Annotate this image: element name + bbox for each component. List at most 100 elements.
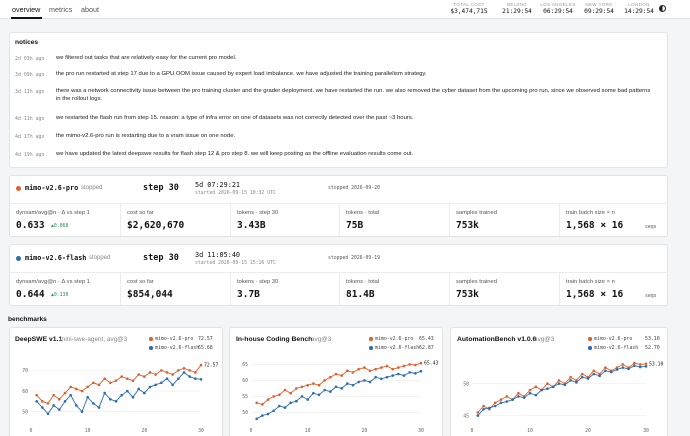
data-point: [289, 391, 292, 395]
active-tab-indicator: [11, 17, 42, 19]
data-point: [499, 398, 503, 401]
data-point: [615, 366, 619, 369]
theme-toggle-icon[interactable]: [659, 5, 666, 12]
legend-value: 65.43: [419, 336, 434, 342]
data-point: [385, 364, 389, 368]
data-point: [476, 414, 480, 417]
data-point: [131, 395, 135, 399]
data-point: [374, 367, 377, 371]
data-point: [92, 381, 95, 385]
data-point: [154, 373, 157, 376]
data-point: [517, 395, 520, 398]
data-point: [557, 382, 561, 385]
data-point: [397, 372, 400, 376]
run-card-flash[interactable]: [9, 244, 668, 306]
data-point: [540, 388, 543, 392]
notice-text: we filtered out tasks that are relativel…: [56, 55, 237, 61]
run-card-pro[interactable]: [9, 175, 668, 237]
notice-age: 4d 19h ago: [15, 152, 45, 158]
data-point: [80, 389, 84, 393]
data-point: [414, 363, 417, 367]
legend-value: 52.70: [645, 345, 660, 351]
divider: [449, 204, 450, 236]
data-point: [493, 404, 497, 408]
stat-label: TOTAL COST: [453, 2, 485, 7]
metric-label: samples trained: [456, 279, 497, 285]
data-point: [120, 375, 123, 378]
notice-age: 4d 17h ago: [15, 134, 45, 140]
data-point: [171, 373, 174, 376]
data-point: [528, 388, 532, 392]
data-point: [528, 391, 532, 395]
notice-age: 3d 09h ago: [15, 72, 45, 78]
data-point: [148, 371, 152, 374]
run-name: mimo-v2.6-pro: [25, 184, 79, 192]
tab-about[interactable]: about: [81, 5, 99, 14]
tab-metrics[interactable]: metrics: [49, 5, 73, 14]
data-point: [131, 379, 135, 383]
data-point: [517, 391, 520, 395]
data-point: [482, 407, 485, 411]
run-elapsed: 5d 07:29:21: [195, 181, 241, 189]
data-point: [488, 406, 491, 410]
data-point: [35, 400, 38, 403]
data-point: [63, 391, 67, 395]
data-point: [52, 404, 55, 407]
series-line-flash: [256, 370, 422, 420]
data-point: [266, 398, 270, 401]
chart-automationbench: 45 50 0 10 20 30 53.10: [463, 361, 664, 434]
data-point: [126, 377, 129, 380]
data-point: [476, 411, 480, 414]
divider: [230, 204, 231, 236]
run-elapsed: 3d 11:05:40: [195, 251, 241, 259]
data-point: [312, 391, 315, 395]
data-point: [261, 414, 264, 417]
data-point: [551, 385, 555, 389]
x-tick-label: 10: [305, 428, 311, 434]
data-point: [69, 385, 72, 389]
stat-value: 21:29:54: [502, 8, 532, 15]
x-tick-label: 20: [361, 428, 367, 434]
data-point: [143, 375, 146, 378]
notice-text: we have updated the latest deepswe resul…: [56, 151, 414, 157]
data-point: [52, 393, 55, 397]
legend-dot-pro: [369, 337, 373, 341]
data-point: [63, 400, 67, 403]
x-tick-label: 30: [643, 428, 649, 434]
benchmark-subtitle: mini-swe-agent, avg@3: [60, 336, 128, 343]
data-point: [255, 401, 258, 405]
notice-age: 4d 11h ago: [15, 116, 45, 122]
data-point: [419, 361, 423, 365]
data-point: [317, 383, 321, 387]
data-point: [505, 400, 509, 403]
metric-value: 1,568 × 16: [566, 289, 624, 300]
data-point: [380, 366, 383, 369]
tab-overview[interactable]: overview: [12, 5, 41, 14]
notice-age: 3d 11h ago: [15, 89, 45, 95]
stat-label: NEW YORK: [585, 2, 613, 7]
data-point: [493, 401, 497, 405]
run-status: stopped: [81, 185, 103, 191]
run-color-dot: [16, 256, 21, 261]
metric-delta: ▲0.068: [51, 224, 69, 229]
data-point: [295, 387, 298, 390]
data-point: [114, 400, 118, 403]
x-tick-label: 30: [418, 428, 424, 434]
legend-value: 62.87: [419, 345, 434, 351]
data-point: [346, 382, 349, 385]
data-point: [300, 395, 304, 398]
data-point: [408, 371, 411, 374]
benchmark-title: In-house Coding Bench: [236, 336, 313, 343]
data-point: [511, 398, 514, 401]
legend-dot-pro: [149, 337, 153, 341]
data-point: [368, 380, 372, 384]
data-point: [75, 404, 78, 407]
metric-label: tokens · total: [346, 210, 380, 216]
clock-los-angeles: LOS ANGELES 06:29:54: [538, 2, 578, 15]
end-value-label: 53.10: [649, 361, 664, 367]
data-point: [199, 363, 203, 367]
x-tick-label: 10: [527, 428, 533, 434]
notice-text: the mimo-v2.6-pro run is restarting due …: [56, 133, 236, 139]
metric-value: 0.633: [16, 220, 45, 231]
x-tick-label: 0: [471, 428, 474, 434]
